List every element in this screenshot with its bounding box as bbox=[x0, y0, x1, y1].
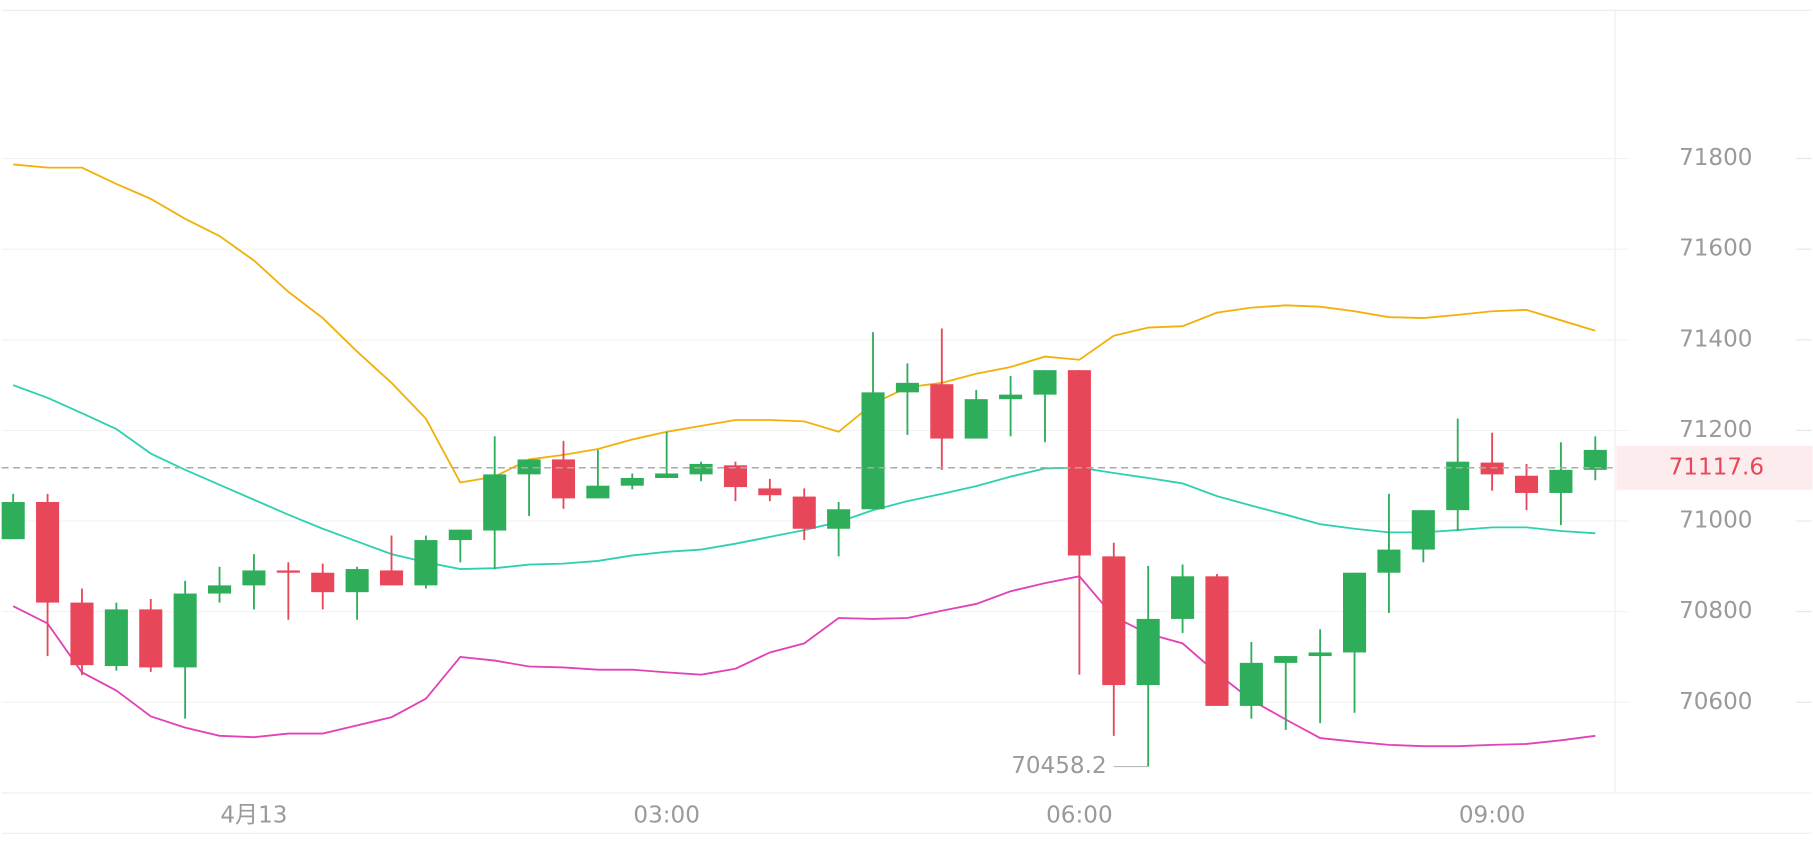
y-tick-label: 70600 bbox=[1679, 689, 1752, 715]
candle-body bbox=[1308, 652, 1332, 657]
candle-body bbox=[1274, 656, 1298, 663]
candle-body bbox=[1205, 576, 1229, 706]
candle-body bbox=[104, 609, 128, 667]
candle-body bbox=[1171, 576, 1195, 619]
candle-body bbox=[1583, 449, 1607, 470]
x-tick-label: 09:00 bbox=[1459, 802, 1526, 828]
candle-body bbox=[586, 485, 610, 499]
candle-body bbox=[551, 459, 576, 499]
candle-body bbox=[827, 509, 851, 529]
candle-body bbox=[173, 593, 197, 668]
candle-body bbox=[930, 384, 954, 439]
x-tick-label: 4月13 bbox=[220, 802, 287, 828]
candle-body bbox=[1377, 549, 1401, 573]
y-tick-label: 71000 bbox=[1679, 508, 1752, 534]
candle-body bbox=[36, 502, 60, 603]
candle-body bbox=[655, 473, 679, 478]
candle-body bbox=[483, 474, 507, 531]
candle-body bbox=[139, 609, 163, 668]
low-label: 70458.2 bbox=[1011, 753, 1106, 779]
candle-body bbox=[345, 569, 369, 593]
candle-body bbox=[242, 570, 266, 586]
candle-body bbox=[999, 394, 1023, 400]
candle-body bbox=[1343, 572, 1367, 653]
last-price-label: 71117.6 bbox=[1669, 454, 1764, 480]
candle-body bbox=[311, 572, 335, 593]
y-tick-label: 71800 bbox=[1679, 145, 1752, 171]
band-line bbox=[12, 575, 1596, 748]
band-line bbox=[12, 384, 1596, 570]
y-tick-label: 70800 bbox=[1679, 598, 1752, 624]
candle-body bbox=[620, 477, 644, 486]
x-tick-label: 06:00 bbox=[1046, 802, 1113, 828]
band-line bbox=[13, 163, 1596, 484]
y-tick-label: 71400 bbox=[1679, 326, 1752, 352]
candle-body bbox=[70, 602, 94, 666]
candle-body bbox=[689, 463, 713, 475]
candle-body bbox=[861, 392, 885, 510]
candle-body bbox=[895, 382, 919, 393]
candle-body bbox=[517, 459, 541, 475]
candle-body bbox=[1549, 469, 1573, 493]
x-tick-label: 03:00 bbox=[633, 802, 700, 828]
candle-body bbox=[964, 399, 988, 439]
candle-body bbox=[1102, 556, 1126, 686]
candle-body bbox=[1067, 370, 1091, 556]
candle-body bbox=[723, 465, 747, 488]
candle-body bbox=[208, 585, 232, 594]
candle-body bbox=[1514, 475, 1539, 493]
candle-body bbox=[379, 570, 404, 586]
candle-body bbox=[792, 496, 816, 529]
candle-body bbox=[1411, 510, 1435, 550]
candle-body bbox=[414, 540, 438, 586]
candle-body bbox=[276, 570, 300, 573]
candle-body bbox=[1033, 370, 1057, 395]
candle-body bbox=[758, 488, 782, 496]
y-tick-label: 71600 bbox=[1679, 236, 1752, 262]
candle-body bbox=[1239, 662, 1263, 706]
last-price-box bbox=[1616, 445, 1813, 490]
candle-body bbox=[1, 502, 25, 540]
y-tick-label: 71200 bbox=[1679, 417, 1752, 443]
candle-body bbox=[448, 529, 472, 541]
candle-body bbox=[1136, 618, 1160, 686]
candle-body bbox=[1446, 461, 1470, 511]
